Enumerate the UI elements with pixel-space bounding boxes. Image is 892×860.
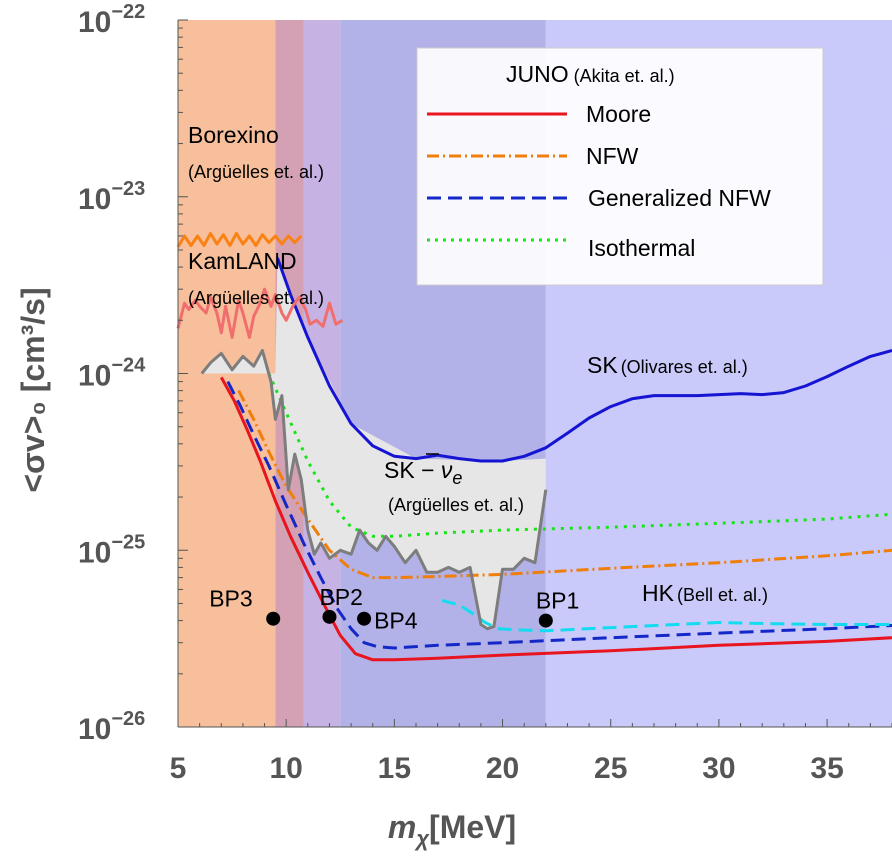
- y-tick-label: 10−25: [78, 531, 145, 569]
- annotation-hk-ref: (Bell et. al.): [677, 585, 768, 605]
- annotation-borexino-ref: (Argüelles et. al.): [188, 162, 324, 182]
- region-sk-nue: [201, 258, 546, 629]
- annotation-hk-label: HK: [642, 580, 675, 606]
- x-axis-title: mχ[MeV]: [388, 809, 516, 851]
- x-tick-label: 5: [170, 752, 187, 785]
- series-line-borexino: [176, 231, 303, 248]
- x-axis-title-m: m: [388, 809, 416, 845]
- series-line-hk: [441, 598, 892, 633]
- x-tick-label: 15: [378, 752, 411, 785]
- annotation-sknue-sub: e: [452, 468, 462, 488]
- x-axis-title-sub: χ: [414, 826, 430, 851]
- x-tick-label: 25: [594, 752, 627, 785]
- annotation-kamland: KamLAND: [188, 248, 297, 274]
- series-line-sk: [276, 257, 892, 463]
- legend-title-note: (Akita et. al.): [574, 66, 675, 86]
- annotation-sknue-nu: ν: [441, 457, 453, 483]
- x-tick-label: 35: [810, 752, 843, 785]
- legend-label-isothermal: Isothermal: [588, 235, 695, 261]
- series-line-kamland: [176, 287, 344, 339]
- annotation-sk: SK (Olivares et. al.): [587, 352, 748, 378]
- legend-title-text: JUNO: [506, 61, 569, 87]
- benchmark-label-bp4: BP4: [374, 608, 418, 634]
- legend-label-gnfw: Generalized NFW: [588, 185, 771, 211]
- annotation-sk-label: SK: [587, 352, 618, 378]
- benchmark-label-bp2: BP2: [319, 584, 362, 610]
- annotation-sknue-ref: (Argüelles et. al.): [388, 495, 524, 515]
- y-tick-label: 10−24: [78, 355, 146, 393]
- legend-box: [416, 47, 824, 286]
- y-tick-label: 10−22: [78, 1, 145, 39]
- benchmark-points: BP3 BP2 BP4 BP1: [209, 584, 579, 634]
- gray-band: [201, 258, 546, 629]
- annotation-sknue-prefix: SK −: [384, 457, 441, 483]
- legend: JUNO (Akita et. al.) Moore NFW Generalize…: [416, 47, 824, 286]
- annotation-borexino: Borexino: [188, 122, 279, 148]
- legend-title: JUNO (Akita et. al.): [506, 61, 675, 87]
- benchmark-label-bp3: BP3: [209, 586, 252, 612]
- x-tick-label: 10: [269, 752, 302, 785]
- series-line-moore: [219, 376, 892, 662]
- series-line-generalized-nfw: [226, 380, 892, 650]
- benchmark-point-bp3: [266, 611, 281, 626]
- series-line-sk-e: [200, 349, 548, 631]
- x-tick-label: 20: [486, 752, 519, 785]
- y-tick-label: 10−26: [78, 708, 145, 746]
- benchmark-point-bp4: [357, 611, 372, 626]
- annotation-sknue: SK − νe: [384, 457, 462, 488]
- legend-label-nfw: NFW: [586, 143, 639, 169]
- x-axis-title-unit: [MeV]: [429, 809, 516, 845]
- y-ticks: 10−26 10−25 10−24 10−23 10−22: [78, 1, 188, 746]
- annotation-kamland-ref: (Argüelles et. al.): [188, 288, 324, 308]
- annotation-hk: HK (Bell et. al.): [642, 580, 768, 606]
- benchmark-point-bp2: [322, 609, 337, 624]
- series-line-nfw: [237, 389, 892, 580]
- benchmark-label-bp1: BP1: [536, 588, 579, 614]
- legend-label-moore: Moore: [586, 101, 651, 127]
- y-axis-title: <σv>₀ [cm³/s]: [15, 287, 51, 492]
- annotation-sk-ref: (Olivares et. al.): [621, 357, 748, 377]
- x-ticks: 5 10 15 20 25 30 35: [170, 719, 892, 785]
- series-lines: [176, 231, 892, 662]
- benchmark-point-bp1: [538, 613, 553, 628]
- x-tick-label: 30: [702, 752, 735, 785]
- y-tick-label: 10−23: [78, 178, 145, 216]
